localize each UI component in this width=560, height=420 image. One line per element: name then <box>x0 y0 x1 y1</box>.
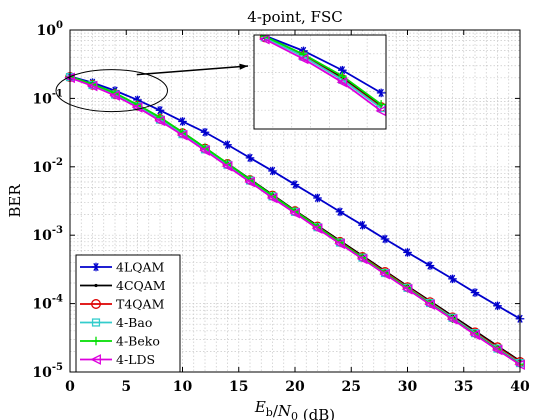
y-tick-label: 10-5 <box>32 362 63 381</box>
data-point <box>401 283 413 295</box>
data-point <box>244 176 255 188</box>
data-point <box>334 238 345 250</box>
inset-plot <box>253 34 387 130</box>
data-point <box>311 223 323 234</box>
y-tick-exponent: -1 <box>52 88 63 99</box>
data-point <box>446 313 458 325</box>
y-tick-label: 10-3 <box>32 225 63 244</box>
legend-label: 4-LDS <box>116 352 155 367</box>
legend-marker <box>91 299 101 309</box>
x-tick-label: 5 <box>121 379 131 395</box>
y-tick-exponent: -2 <box>52 157 63 168</box>
inset-series-4-LDS <box>258 35 386 117</box>
data-point <box>424 299 435 310</box>
y-tick-exponent: -4 <box>52 294 63 305</box>
legend-label: 4CQAM <box>116 278 166 293</box>
legend-entry: 4CQAM <box>80 278 166 293</box>
y-tick-label: 10-2 <box>32 157 63 176</box>
legend-marker <box>91 318 101 327</box>
legend-entry: 4-LDS <box>80 352 155 367</box>
inset-series-line <box>264 35 382 94</box>
x-tick-label: 0 <box>65 379 75 395</box>
legend-entry: 4-Beko <box>80 334 160 349</box>
inset-data-point <box>297 53 309 65</box>
inset-data-point <box>258 35 270 45</box>
x-tick-label: 20 <box>285 379 305 395</box>
legend-entry: T4QAM <box>80 297 165 312</box>
x-label-sub: 0 <box>291 410 298 420</box>
x-label-part: / <box>273 402 279 420</box>
data-point <box>491 344 503 356</box>
x-tick-label: 15 <box>229 379 248 395</box>
data-point <box>266 192 278 204</box>
y-tick-exponent: -3 <box>52 225 63 236</box>
y-tick-label: 100 <box>37 20 63 39</box>
legend-entry: 4-Bao <box>80 315 152 330</box>
x-tick-label: 25 <box>342 379 361 395</box>
data-point <box>356 253 368 265</box>
inset-series-4-Beko <box>260 35 386 109</box>
y-tick-exponent: -5 <box>52 362 63 373</box>
legend-label: T4QAM <box>116 297 165 312</box>
series-line <box>69 76 521 366</box>
inset-data-point <box>375 105 386 117</box>
data-point <box>86 80 98 92</box>
legend-box <box>75 254 181 373</box>
inset-background <box>254 35 386 129</box>
x-tick-label: 10 <box>173 379 193 395</box>
data-point <box>109 90 120 101</box>
data-point <box>221 160 233 172</box>
legend-label: 4-Beko <box>116 334 160 349</box>
inset-data-point <box>336 76 348 88</box>
legend-label: 4-Bao <box>116 315 152 330</box>
inset-frame <box>253 34 387 130</box>
chart-title: 4-point, FSC <box>247 8 342 26</box>
inset-series-layer <box>258 35 386 117</box>
data-point <box>154 115 165 127</box>
data-point <box>469 329 480 341</box>
x-label-var: E <box>254 398 266 416</box>
x-tick-label: 40 <box>510 379 530 395</box>
data-point <box>199 145 210 156</box>
legend-marker <box>90 354 101 365</box>
axes-ticks: 0 5 10 15 20 25 30 35 40 100 10-1 10-2 10-3 10-4 10-5 <box>32 20 530 395</box>
y-tick-label: 10-1 <box>32 88 63 107</box>
x-label-part: B <box>318 406 329 420</box>
inset-series-line <box>264 36 382 109</box>
zoom-arrow-head <box>239 63 248 70</box>
x-label-var: N <box>277 402 292 420</box>
x-label-sub: b <box>266 406 273 419</box>
inset-series-line <box>264 38 382 112</box>
inset-series-line <box>264 35 382 106</box>
y-tick-exponent: 0 <box>56 20 63 31</box>
zoom-ellipse <box>55 69 168 113</box>
legend: 4LQAM 4CQAM T4QAM 4-Bao 4-Beko 4-LDS <box>75 254 181 373</box>
x-axis-label: Eb/N0 (dB) <box>254 398 335 420</box>
x-tick-label: 35 <box>454 379 473 395</box>
y-axis-label: BER <box>6 184 24 218</box>
x-label-part: ( <box>303 406 309 420</box>
x-tick-label: 30 <box>398 379 418 395</box>
legend-marker <box>94 283 98 288</box>
x-label-part: ) <box>329 406 335 420</box>
y-tick-label: 10-4 <box>32 294 63 313</box>
data-point <box>289 207 300 219</box>
data-point <box>379 268 390 280</box>
zoom-arrow-line <box>136 65 249 76</box>
x-axis-label-text: Eb/N0 (dB) <box>254 398 335 420</box>
data-point <box>176 129 188 141</box>
x-label-part: d <box>309 406 319 420</box>
zoom-annotation <box>55 63 249 113</box>
legend-entry: 4LQAM <box>80 260 165 275</box>
legend-label: 4LQAM <box>116 260 165 275</box>
series-layer <box>64 72 525 371</box>
